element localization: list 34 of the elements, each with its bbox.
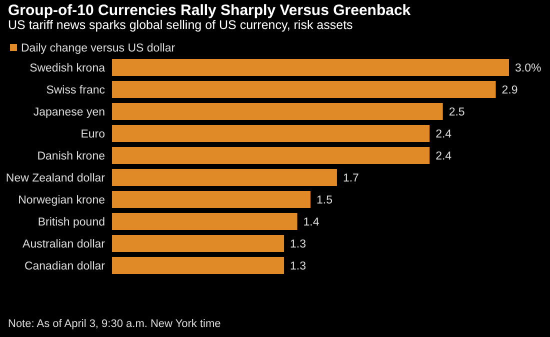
y-tick-label: Japanese yen [33,106,105,119]
bar [112,81,496,98]
y-tick-label: Australian dollar [22,238,106,251]
data-label: 1.4 [303,216,320,229]
data-label: 2.4 [436,150,452,163]
data-label: 1.5 [316,194,332,207]
bar [112,257,284,274]
data-label: 3.0% [515,62,542,75]
data-label: 1.3 [290,260,306,273]
bar [112,147,430,164]
bar [112,213,298,230]
data-label: 1.7 [342,172,359,185]
text: Note: As of April 3, 9:30 a.m. New York time [8,318,221,330]
bar [112,169,337,186]
y-tick-label: Canadian dollar [24,260,106,273]
y-tick-label: Swedish krona [30,62,106,75]
bar [112,235,284,252]
y-tick-label: Danish krone [37,150,105,163]
y-tick-label: Swiss franc [46,84,106,97]
y-tick-label: Euro [80,128,105,141]
data-label: 2.4 [436,128,452,141]
data-label: 1.3 [290,238,306,251]
bar [112,59,509,76]
y-tick-label: British pound [38,216,105,229]
bar [112,125,430,142]
y-tick-label: Norwegian krone [18,194,105,207]
chart-title: Group-of-10 Currencies Rally Sharply Versus Greenback [8,2,412,19]
data-label: 2.9 [502,84,518,97]
legend-label: Daily change versus US dollar [21,42,176,55]
y-tick-label: New Zealand dollar [6,172,106,185]
chart-subtitle: US tariff news sparks global selling of US currency, risk assets [8,18,353,32]
bar [112,191,310,208]
bar [112,103,443,120]
data-label: 2.5 [448,106,465,119]
